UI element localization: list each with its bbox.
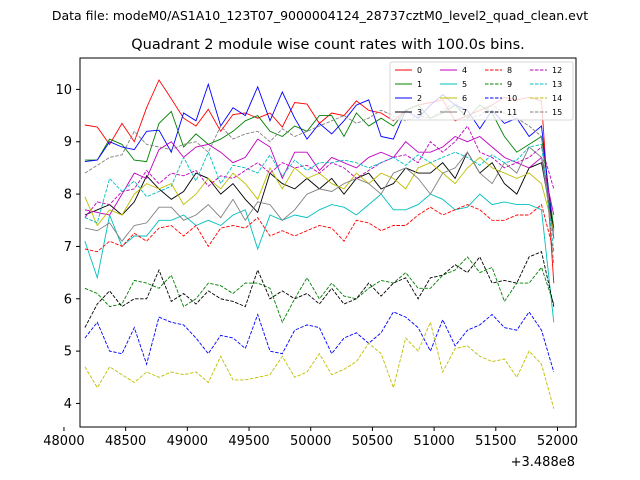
x-tick-label: 51500 — [475, 434, 516, 449]
series-line-9 — [84, 256, 555, 324]
y-tick-label: 7 — [64, 240, 72, 255]
plot-area: 48000 48500 49000 49500 50000 50500 51000 51500… — [43, 57, 578, 470]
series-line-2 — [84, 82, 555, 239]
series-line-11 — [84, 251, 555, 328]
legend-label-0: 0 — [417, 66, 422, 75]
axes-frame — [79, 57, 577, 428]
series-line-4 — [84, 135, 555, 216]
legend-label-6: 6 — [462, 94, 467, 103]
series-line-10 — [84, 311, 555, 373]
x-axis: 48000 48500 49000 49500 50000 50500 51000 51500… — [43, 427, 578, 449]
y-tick-label: 4 — [64, 397, 72, 412]
legend-label-10: 10 — [507, 94, 517, 103]
legend-label-3: 3 — [417, 108, 422, 117]
x-tick-label: 50000 — [290, 434, 331, 449]
series-layer — [84, 79, 555, 409]
y-tick-label: 8 — [64, 188, 72, 203]
legend-label-9: 9 — [507, 80, 512, 89]
legend-label-5: 5 — [462, 80, 467, 89]
chart-title: Quadrant 2 module wise count rates with … — [131, 37, 525, 53]
legend-label-8: 8 — [507, 66, 512, 75]
y-tick-label: 5 — [64, 345, 72, 360]
series-line-5 — [84, 193, 555, 323]
x-tick-label: 48500 — [105, 434, 146, 449]
series-line-12 — [84, 125, 555, 218]
legend-label-2: 2 — [417, 94, 422, 103]
x-tick-label: 51000 — [413, 434, 454, 449]
legend-label-11: 11 — [507, 108, 517, 117]
x-tick-label: 49500 — [228, 434, 269, 449]
legend-label-15: 15 — [552, 108, 562, 117]
y-tick-label: 6 — [64, 292, 72, 307]
series-line-7 — [84, 146, 555, 242]
legend-label-14: 14 — [552, 94, 562, 103]
series-line-8 — [84, 203, 555, 253]
figure-suptitle: Data file: modeM0/AS1A10_123T07_90000041… — [52, 8, 588, 23]
x-tick-label: 48000 — [43, 434, 84, 449]
x-offset-label: +3.488e8 — [511, 455, 575, 470]
x-tick-label: 50500 — [352, 434, 393, 449]
legend-label-1: 1 — [417, 80, 422, 89]
legend-label-12: 12 — [552, 66, 562, 75]
legend-box — [389, 61, 574, 121]
x-tick-label: 49000 — [167, 434, 208, 449]
y-tick-label: 10 — [55, 83, 72, 98]
legend-label-13: 13 — [552, 80, 562, 89]
series-line-14 — [84, 320, 555, 409]
series-line-13 — [84, 143, 555, 252]
y-tick-label: 9 — [64, 135, 72, 150]
y-axis: 4 5 6 7 8 9 10 — [55, 83, 80, 412]
legend-label-4: 4 — [462, 66, 467, 75]
legend-label-7: 7 — [462, 108, 467, 117]
x-tick-label: 52000 — [537, 434, 578, 449]
